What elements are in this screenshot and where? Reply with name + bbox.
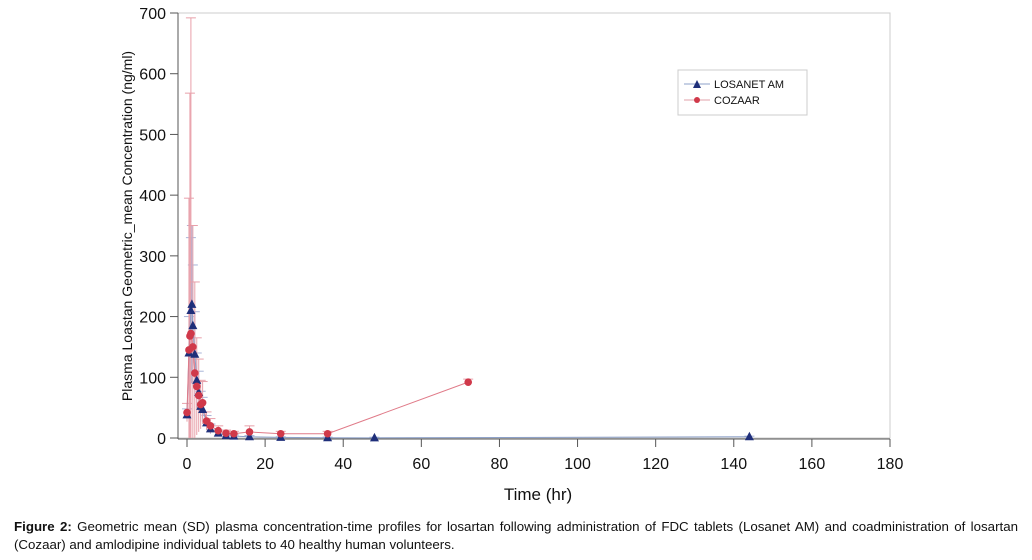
data-point-cozaar [222, 429, 230, 437]
x-tick-label: 60 [412, 456, 430, 473]
data-point-losanet [190, 349, 200, 358]
data-point-cozaar [191, 369, 199, 377]
data-point-cozaar [230, 429, 238, 438]
x-tick-label: 20 [256, 456, 274, 473]
data-point-losanet [186, 305, 196, 314]
series-line-0 [186, 304, 750, 439]
y-tick-label: 600 [139, 67, 166, 84]
data-point-cozaar [189, 343, 197, 351]
data-point-cozaar [276, 429, 285, 438]
data-point-losanet [187, 299, 197, 308]
x-tick-label: 100 [564, 456, 591, 473]
data-point-losanet [188, 320, 198, 330]
legend-label-cozaar: COZAAR [714, 95, 760, 107]
x-tick-label: 0 [183, 456, 192, 473]
x-tick-label: 80 [491, 456, 509, 473]
data-point-cozaar [183, 408, 191, 417]
legend-triangle-icon [693, 80, 701, 88]
data-point-cozaar [192, 382, 201, 391]
data-point-cozaar [214, 426, 223, 435]
data-point-losanet [369, 432, 379, 442]
y-axis-label: Plasma Loastan Geometric_mean Concentrat… [119, 51, 135, 401]
y-tick-label: 0 [157, 431, 166, 448]
y-tick-label: 400 [139, 188, 166, 205]
data-point-losanet [192, 375, 202, 384]
data-point-losanet [198, 404, 208, 413]
x-tick-label: 180 [877, 456, 904, 473]
y-tick-label: 200 [139, 310, 166, 327]
caption-label: Figure 2: [14, 519, 72, 534]
y-tick-label: 700 [139, 6, 166, 23]
y-tick-label: 100 [139, 370, 166, 387]
data-point-cozaar [206, 422, 215, 430]
data-point-cozaar [194, 391, 203, 400]
x-tick-label: 120 [642, 456, 669, 473]
legend-circle-icon [694, 97, 700, 103]
chart: 0 20 40 60 80 100 120 140 160 180 0 100 200 300 400 500… [119, 6, 904, 504]
y-tick-label: 300 [139, 249, 166, 266]
data-point-losanet [744, 431, 754, 441]
legend: LOSANET AM COZAAR [677, 69, 808, 116]
series-line-1 [186, 331, 469, 435]
data-point-cozaar [245, 428, 254, 436]
caption-text: Geometric mean (SD) plasma concentration… [14, 519, 1018, 552]
x-axis-label: Time (hr) [504, 485, 572, 504]
data-point-cozaar [187, 329, 195, 338]
data-point-losanet [244, 431, 254, 441]
x-tick-label: 160 [799, 456, 826, 473]
x-tick-label: 40 [334, 456, 352, 473]
figure-caption: Figure 2: Geometric mean (SD) plasma con… [14, 518, 1018, 554]
data-point-cozaar [198, 398, 207, 407]
data-point-cozaar [323, 429, 332, 438]
data-point-cozaar [464, 378, 473, 386]
legend-label-losanet: LOSANET AM [714, 79, 784, 91]
y-tick-label: 500 [139, 127, 166, 144]
x-tick-label: 140 [720, 456, 747, 473]
